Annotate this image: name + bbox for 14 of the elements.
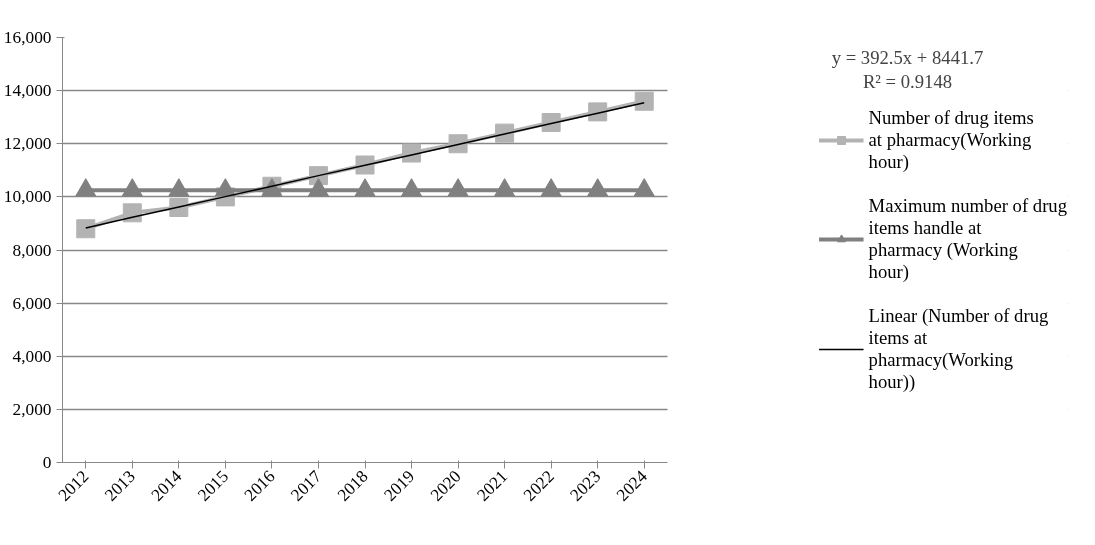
y-tick-label: 10,000: [3, 187, 52, 207]
y-tick-label: 14,000: [3, 81, 52, 101]
legend-label: Linear (Number of drug items at pharmacy(Working hour)): [868, 304, 1049, 393]
text: y = 392.5x + 8441.7: [831, 47, 984, 68]
y-tick-label: 0: [42, 453, 52, 472]
legend-label: Maximum number of drug items handle at pharmacy (Working hour): [868, 194, 1067, 283]
y-tick-label: 6,000: [12, 293, 52, 313]
y-tick-label: 12,000: [3, 134, 52, 154]
legend-label: Number of drug items at pharmacy(Working hour): [868, 106, 1034, 173]
y-tick-label: 16,000: [3, 28, 52, 47]
y-tick-label: 2,000: [12, 399, 52, 419]
text: R² = 0.9148: [862, 71, 953, 92]
y-tick-label: 8,000: [12, 240, 52, 260]
y-tick-label: 4,000: [12, 346, 52, 366]
